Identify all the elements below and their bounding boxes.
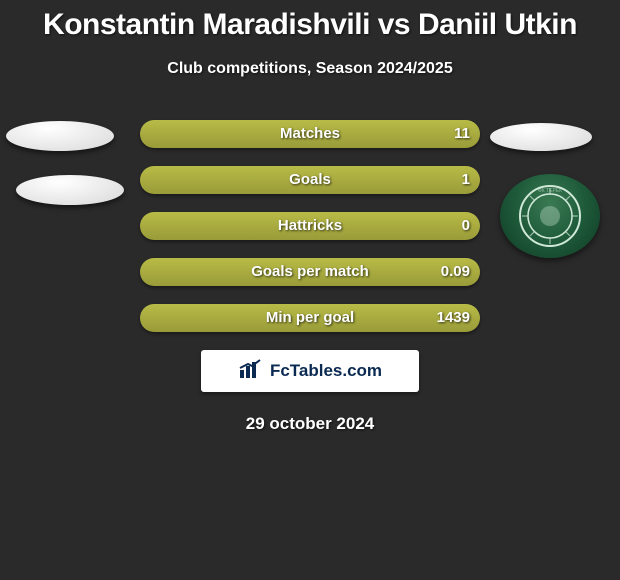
stat-value-right: 11 xyxy=(454,120,470,148)
stat-row: Min per goal1439 xyxy=(0,304,620,332)
stat-label: Min per goal xyxy=(0,304,620,332)
player-right-badge: ФК ТЕРЕК xyxy=(500,174,600,258)
stat-value-right: 0.09 xyxy=(441,258,470,286)
brand-label: FcTables.com xyxy=(270,361,382,381)
stat-value-right: 1 xyxy=(462,166,470,194)
stat-value-right: 1439 xyxy=(437,304,470,332)
subtitle: Club competitions, Season 2024/2025 xyxy=(0,60,620,78)
player-left-ellipse xyxy=(6,121,114,151)
date-label: 29 october 2024 xyxy=(0,414,620,434)
stat-value-right: 0 xyxy=(462,212,470,240)
page-title: Konstantin Maradishvili vs Daniil Utkin xyxy=(0,8,620,42)
player-right-ellipse xyxy=(490,123,592,151)
stat-row: Goals per match0.09 xyxy=(0,258,620,286)
player-left-ellipse xyxy=(16,175,124,205)
stat-label: Goals per match xyxy=(0,258,620,286)
svg-text:ФК ТЕРЕК: ФК ТЕРЕК xyxy=(538,188,562,194)
fctables-brand[interactable]: FcTables.com xyxy=(201,350,419,392)
chart-icon xyxy=(238,358,264,385)
